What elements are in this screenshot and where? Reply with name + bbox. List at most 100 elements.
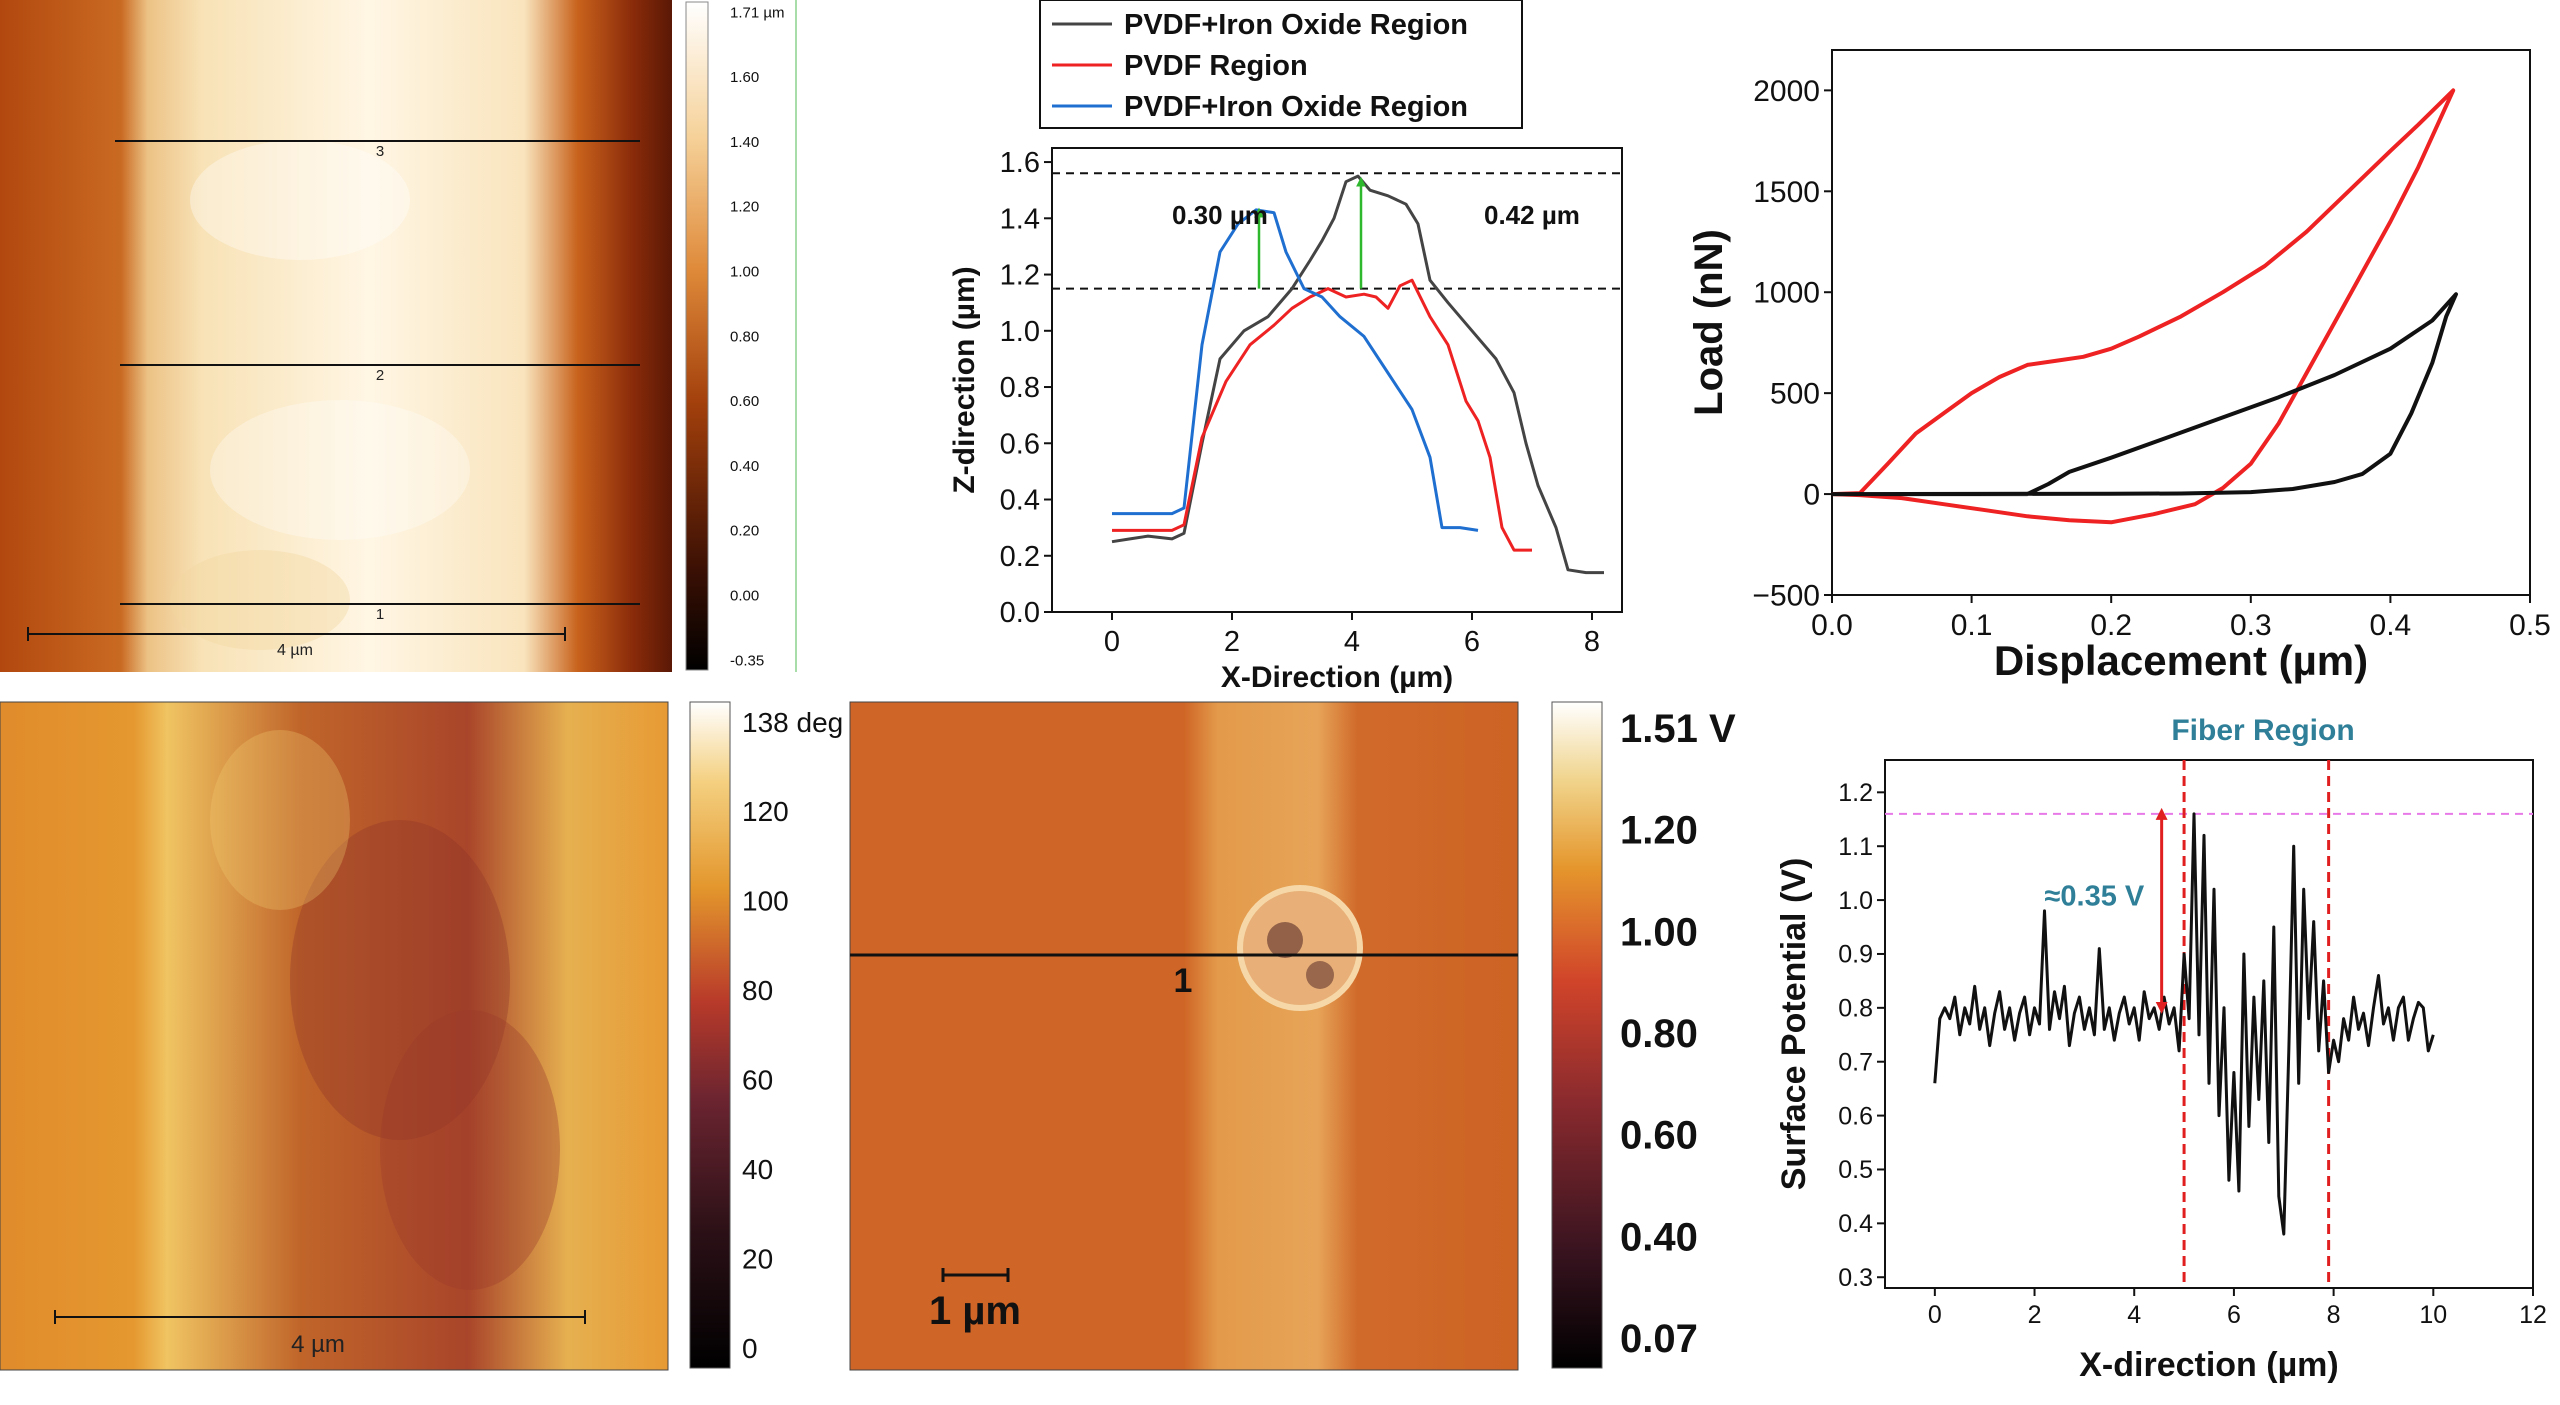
x-tick-label: 0.1 [1951, 609, 1993, 642]
y-tick-label: 0.4 [1000, 485, 1040, 517]
series-line-2 [1112, 208, 1479, 532]
afm-texture-3 [170, 550, 350, 650]
load-displacement-chart: 0.0 0.1 0.2 0.3 0.4 0.5 −500 0 500 1000 1500 2000 Di… [1687, 49, 2551, 684]
afm-height-image [0, 0, 672, 672]
x-axis-label: X-Direction (µm) [1221, 661, 1453, 694]
x-tick-label: 0.2 [2090, 609, 2132, 642]
y-tick-label: −500 [1752, 580, 1820, 613]
kpfm_map-tick-1: 1.20 [1620, 809, 1698, 853]
y-tick-label: 0.2 [1000, 541, 1040, 573]
series-line-0 [1933, 812, 2435, 1236]
x-tick-label: 0 [1104, 626, 1120, 658]
afm_height_map-tick-7: 0.40 [730, 458, 759, 475]
x-tick-label: 0.0 [1811, 609, 1853, 642]
y-tick-label: 0.4 [1838, 1210, 1873, 1238]
x-axis-label: X-direction (µm) [2079, 1346, 2338, 1384]
kpfm_map-tick-4: 0.60 [1620, 1114, 1698, 1158]
x-axis-label: Displacement (µm) [1994, 637, 2368, 684]
afm_height_map-tick-5: 0.80 [730, 328, 759, 345]
afm-scale-bar-label: 4 µm [277, 642, 313, 659]
potential-annotation: ≈0.35 V [2045, 880, 2145, 912]
height-annotation-0: 0.30 µm [1172, 200, 1268, 230]
phase_map-tick-6: 20 [742, 1243, 773, 1274]
legend-label-2: PVDF+Iron Oxide Region [1124, 91, 1468, 123]
y-tick-label: 1.2 [1838, 779, 1873, 807]
afm-texture-1 [190, 140, 410, 260]
x-tick-label: 0.4 [2370, 609, 2412, 642]
kpfm_map-tick-6: 0.07 [1620, 1317, 1698, 1361]
y-tick-label: 1.0 [1000, 316, 1040, 348]
afm-height-map: 3 2 1 4 µm [0, 0, 797, 672]
x-tick-label: 0.5 [2509, 609, 2551, 642]
kpfm-particle-spot [1306, 961, 1334, 989]
y-tick-label: 500 [1770, 378, 1820, 411]
series-line-0 [1831, 88, 2456, 525]
afm-line-label-3: 3 [376, 143, 384, 160]
afm_height_map-tick-6: 0.60 [730, 393, 759, 410]
afm_height_map-tick-4: 1.00 [730, 263, 759, 280]
kpfm_map-tick-5: 0.40 [1620, 1215, 1698, 1259]
phase_map-tick-1: 120 [742, 796, 789, 827]
x-tick-label: 0.3 [2230, 609, 2272, 642]
x-tick-label: 2 [2028, 1301, 2042, 1329]
fiber-region-title: Fiber Region [2171, 714, 2354, 747]
y-tick-label: 0.8 [1000, 372, 1040, 404]
phase-texture-3 [210, 730, 350, 910]
plot-frame [1051, 147, 1623, 613]
afm_height_map-tick-1: 1.60 [730, 69, 759, 86]
plot-frame [1831, 49, 2531, 596]
x-tick-label: 10 [2419, 1301, 2447, 1329]
y-tick-label: 1000 [1753, 277, 1820, 310]
phase-image [0, 701, 669, 1371]
y-tick-label: 1.6 [1000, 147, 1040, 179]
kpfm-particle-core [1267, 922, 1303, 958]
y-tick-label: 0.9 [1838, 941, 1873, 969]
x-tick-label: 4 [1344, 626, 1360, 658]
phase-colorbar [689, 701, 731, 1369]
y-axis-label: Z-direction (µm) [948, 266, 981, 493]
phase-texture-1 [290, 820, 510, 1140]
afm_height_map-tick-9: 0.00 [730, 587, 759, 604]
kpfm-scale-bar-label: 1 µm [929, 1289, 1021, 1333]
y-tick-label: 0.3 [1838, 1264, 1873, 1292]
x-tick-label: 8 [2327, 1301, 2341, 1329]
height-profile-chart: 0 2 4 6 8 0.0 0.2 0.4 0.6 0.8 1.0 1.2 1.4 1.6 X-Direct… [948, 0, 1623, 694]
legend-label-1: PVDF Region [1124, 50, 1308, 82]
phase-colorbar-ticks: 138 deg 120 100 80 60 40 20 0 [742, 707, 843, 1364]
x-tick-label: 12 [2519, 1301, 2547, 1329]
x-tick-label: 4 [2127, 1301, 2141, 1329]
y-tick-label: 0.8 [1838, 995, 1873, 1023]
y-axis-label: Surface Potential (V) [1775, 858, 1813, 1191]
kpfm-map: 1 1 µm [849, 701, 1603, 1371]
afm_height_map-tick-10: -0.35 [730, 652, 764, 669]
phase_map-tick-3: 80 [742, 975, 773, 1006]
phase-map: 4 µm [0, 701, 731, 1371]
afm_height_map-tick-0: 1.71 µm [730, 4, 785, 21]
afm-colorbar-ticks: 1.71 µm 1.60 1.40 1.20 1.00 0.80 0.60 0.40 0.20 0… [730, 4, 785, 669]
y-tick-label: 1.4 [1000, 203, 1040, 235]
legend-box [1039, 0, 1523, 129]
series-line-1 [1831, 292, 2458, 497]
phase_map-tick-0: 138 deg [742, 707, 843, 738]
surface-potential-chart: 0 2 4 6 8 10 12 0.3 0.4 0.5 0.6 0.7 0.8 0.9 1.0 1.1 1.2 X… [1775, 714, 2547, 1384]
y-tick-label: 1.2 [1000, 260, 1040, 292]
x-tick-label: 6 [2227, 1301, 2241, 1329]
x-tick-label: 0 [1928, 1301, 1942, 1329]
y-axis-label: Load (nN) [1687, 229, 1731, 416]
phase-texture-2 [380, 1010, 560, 1290]
y-tick-label: 0.5 [1838, 1156, 1873, 1184]
y-tick-label: 1.1 [1838, 833, 1873, 861]
y-tick-label: 0.6 [1838, 1102, 1873, 1130]
y-tick-label: 2000 [1753, 75, 1820, 108]
phase_map-tick-2: 100 [742, 886, 789, 917]
afm-line-label-1: 1 [376, 606, 384, 623]
phase_map-tick-5: 40 [742, 1154, 773, 1185]
kpfm-line-label-1: 1 [1174, 962, 1193, 1000]
y-tick-label: 0 [1803, 479, 1820, 512]
phase_map-tick-7: 0 [742, 1333, 758, 1364]
legend-label-0: PVDF+Iron Oxide Region [1124, 9, 1468, 41]
x-tick-label: 8 [1584, 626, 1600, 658]
afm_height_map-tick-2: 1.40 [730, 134, 759, 151]
afm-texture-2 [210, 400, 470, 540]
